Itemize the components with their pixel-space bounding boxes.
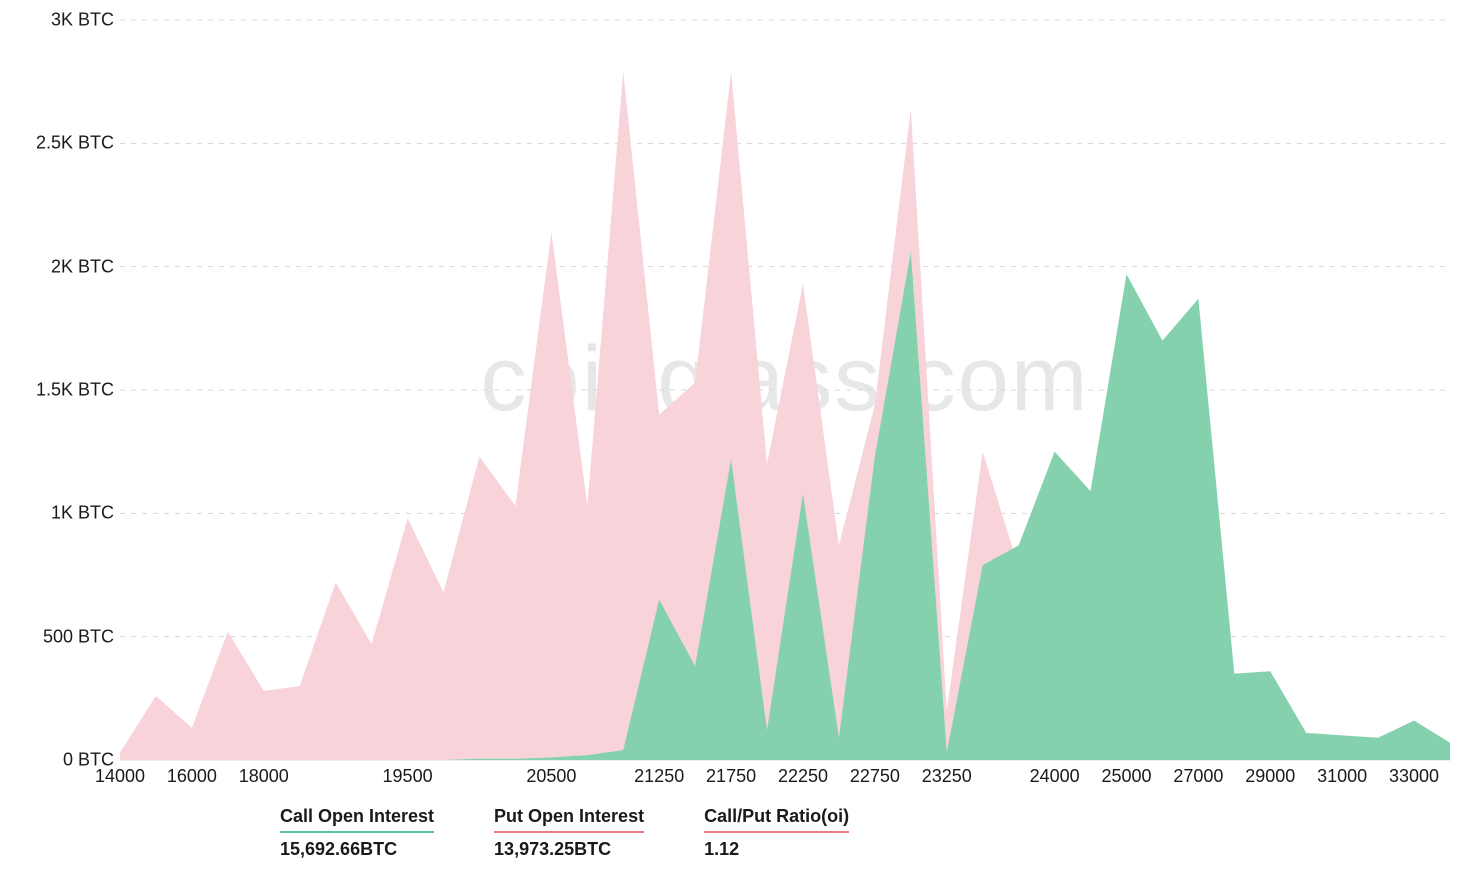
legend-item-ratio: Call/Put Ratio(oi) 1.12 <box>704 806 849 860</box>
y-tick-label: 2.5K BTC <box>4 133 114 154</box>
chart-container: 0 BTC500 BTC1K BTC1.5K BTC2K BTC2.5K BTC… <box>0 0 1474 876</box>
legend-title: Call/Put Ratio(oi) <box>704 806 849 827</box>
legend-underline <box>704 831 849 833</box>
y-tick-label: 500 BTC <box>4 626 114 647</box>
x-tick-label: 27000 <box>1173 766 1223 787</box>
x-tick-label: 22250 <box>778 766 828 787</box>
x-tick-label: 21250 <box>634 766 684 787</box>
legend-title: Call Open Interest <box>280 806 434 827</box>
legend-value: 15,692.66BTC <box>280 839 434 860</box>
y-tick-label: 1.5K BTC <box>4 380 114 401</box>
x-axis: 1400016000180001950020500212502175022250… <box>120 766 1450 796</box>
legend-value: 13,973.25BTC <box>494 839 644 860</box>
x-tick-label: 21750 <box>706 766 756 787</box>
legend-underline <box>280 831 434 833</box>
legend-title: Put Open Interest <box>494 806 644 827</box>
x-tick-label: 24000 <box>1030 766 1080 787</box>
x-tick-label: 16000 <box>167 766 217 787</box>
x-tick-label: 22750 <box>850 766 900 787</box>
x-tick-label: 33000 <box>1389 766 1439 787</box>
x-tick-label: 31000 <box>1317 766 1367 787</box>
x-tick-label: 25000 <box>1101 766 1151 787</box>
x-tick-label: 20500 <box>526 766 576 787</box>
plot-area: coinglass.com <box>120 20 1450 760</box>
x-tick-label: 23250 <box>922 766 972 787</box>
area-plot <box>120 20 1450 760</box>
legend-item-call: Call Open Interest 15,692.66BTC <box>280 806 434 860</box>
x-tick-label: 14000 <box>95 766 145 787</box>
x-tick-label: 19500 <box>383 766 433 787</box>
legend-item-put: Put Open Interest 13,973.25BTC <box>494 806 644 860</box>
legend: Call Open Interest 15,692.66BTC Put Open… <box>280 806 849 860</box>
y-tick-label: 2K BTC <box>4 256 114 277</box>
legend-underline <box>494 831 644 833</box>
y-tick-label: 3K BTC <box>4 10 114 31</box>
legend-value: 1.12 <box>704 839 849 860</box>
x-tick-label: 29000 <box>1245 766 1295 787</box>
x-tick-label: 18000 <box>239 766 289 787</box>
y-tick-label: 1K BTC <box>4 503 114 524</box>
